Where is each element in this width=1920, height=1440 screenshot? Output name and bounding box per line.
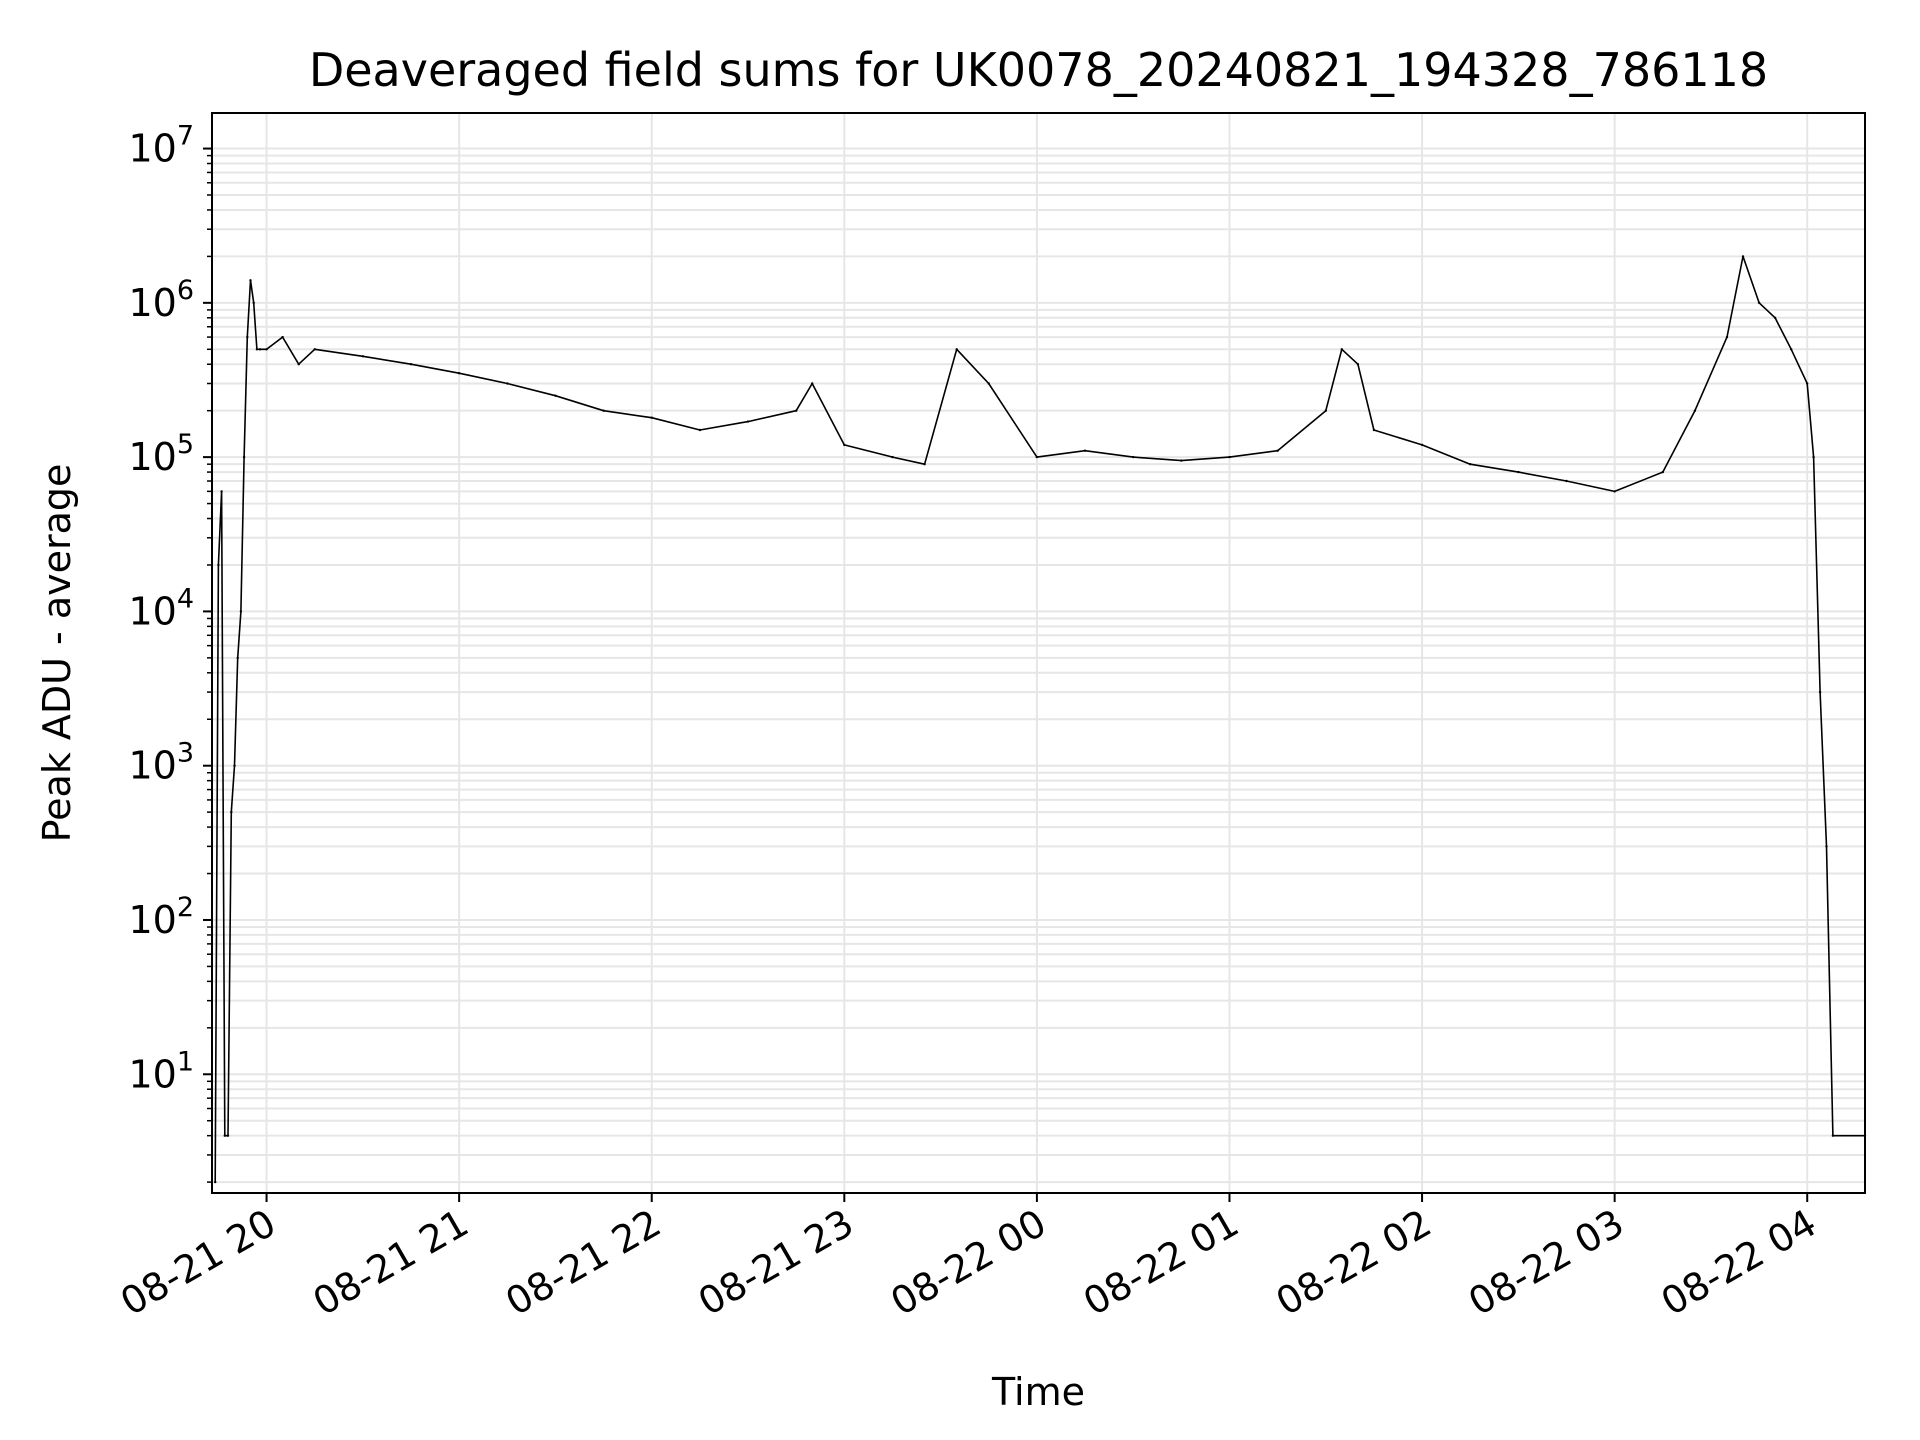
- plot-frame: [211, 112, 1866, 1194]
- data-point: [1773, 316, 1777, 319]
- chart-title: Deaveraged field sums for UK0078_2024082…: [309, 43, 1768, 97]
- y-tick-label-exponent: 5: [177, 429, 194, 460]
- data-point: [252, 301, 255, 304]
- y-tick-label-base: 10: [128, 1052, 176, 1096]
- grid-layer: [212, 113, 1865, 1193]
- y-tick-label-exponent: 3: [177, 738, 194, 769]
- y-tick-label-base: 10: [128, 898, 176, 942]
- data-point: [843, 443, 846, 447]
- data-point: [313, 348, 316, 351]
- data-point: [214, 1180, 217, 1184]
- data-point: [1276, 449, 1279, 452]
- data-point: [1757, 301, 1761, 304]
- data-point: [1812, 455, 1815, 459]
- data-point: [242, 455, 246, 459]
- data-point: [1469, 463, 1472, 466]
- data-point: [506, 382, 509, 385]
- data-point: [255, 348, 259, 351]
- y-tick-label-base: 10: [128, 281, 176, 325]
- data-point: [258, 348, 262, 351]
- data-point: [409, 363, 413, 366]
- y-tick-label: 107: [128, 121, 194, 171]
- data-point: [230, 810, 233, 814]
- data-point: [1825, 845, 1828, 848]
- y-tick-label-exponent: 6: [177, 275, 194, 306]
- y-tick-label-base: 10: [128, 744, 176, 788]
- data-point: [1725, 335, 1729, 339]
- y-axis-label: Peak ADU - average: [35, 464, 79, 843]
- y-tick-label-exponent: 7: [177, 121, 194, 152]
- data-point: [955, 348, 958, 351]
- data-point: [1613, 490, 1616, 493]
- y-tick-label: 106: [128, 275, 194, 325]
- data-point: [746, 420, 750, 423]
- data-point: [220, 490, 223, 493]
- y-tick-label: 102: [128, 892, 194, 942]
- y-tick-label-base: 10: [128, 127, 176, 171]
- y-tick-label: 101: [128, 1046, 194, 1096]
- data-point: [650, 416, 653, 419]
- y-tick-label-base: 10: [128, 589, 176, 633]
- data-point: [1420, 443, 1424, 447]
- data-point: [1372, 428, 1376, 432]
- x-axis-label: Time: [991, 1370, 1085, 1414]
- data-point: [226, 1134, 230, 1137]
- data-point: [1741, 255, 1745, 258]
- data-point: [923, 463, 926, 466]
- data-point: [223, 1134, 226, 1137]
- data-point: [602, 409, 605, 412]
- data-point: [1818, 690, 1822, 694]
- data-point: [811, 382, 814, 385]
- data-point: [457, 372, 461, 375]
- data-point: [1831, 1134, 1835, 1137]
- data-point: [1340, 348, 1344, 351]
- data-point: [795, 409, 798, 412]
- data-point: [1324, 409, 1328, 412]
- data-point: [1661, 470, 1665, 474]
- data-point: [246, 335, 249, 339]
- data-point: [236, 656, 239, 660]
- data-point: [265, 348, 268, 351]
- data-point: [281, 335, 284, 339]
- data-point: [1356, 363, 1360, 366]
- data-point: [554, 394, 557, 397]
- data-point: [891, 455, 894, 459]
- data-point: [987, 382, 990, 385]
- data-layer: [214, 255, 1867, 1184]
- data-point: [1180, 459, 1183, 462]
- data-point: [1790, 348, 1793, 351]
- data-point: [1693, 409, 1697, 412]
- data-point: [361, 355, 365, 358]
- data-point: [1517, 470, 1520, 474]
- y-tick-label-base: 10: [128, 435, 176, 479]
- data-point: [217, 563, 220, 567]
- data-point: [1565, 479, 1568, 483]
- data-point: [249, 279, 252, 282]
- data-point: [698, 428, 702, 432]
- data-point: [1228, 455, 1231, 459]
- y-tick-label-exponent: 2: [177, 892, 194, 923]
- y-tick-label-exponent: 4: [177, 583, 194, 614]
- y-tick-label: 104: [128, 583, 194, 633]
- y-tick-label: 105: [128, 429, 194, 479]
- y-tick-label-exponent: 1: [177, 1046, 194, 1077]
- data-point: [1035, 455, 1039, 459]
- data-point: [297, 363, 300, 366]
- data-point: [239, 610, 243, 613]
- data-point: [1132, 455, 1135, 459]
- data-point: [1083, 449, 1087, 452]
- data-point: [233, 764, 236, 767]
- y-tick-label: 103: [128, 738, 194, 788]
- data-point: [1806, 382, 1809, 385]
